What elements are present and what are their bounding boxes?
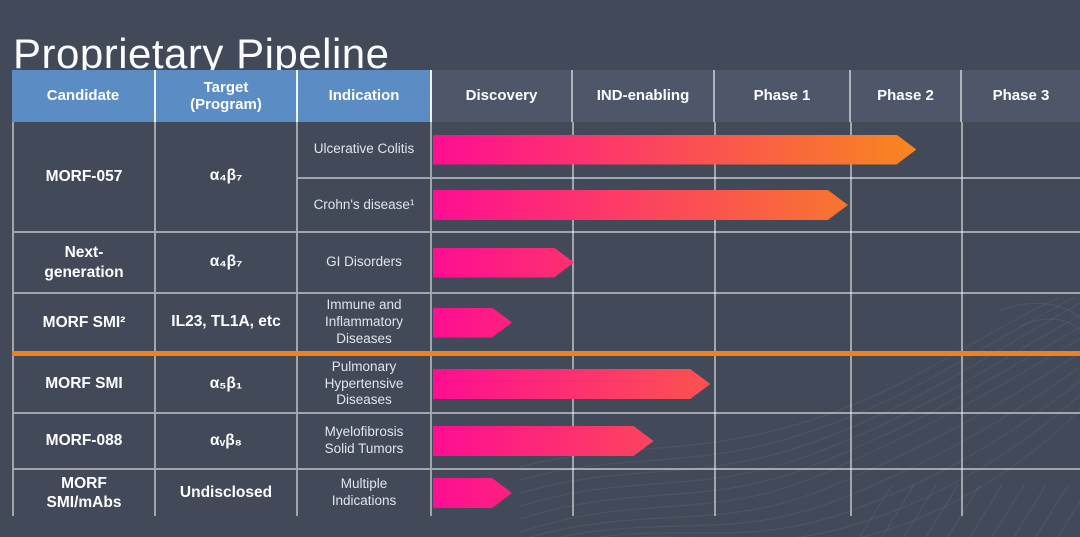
pipeline-track <box>432 470 1080 516</box>
indication-cell: Ulcerative Colitis <box>298 122 432 177</box>
pipeline-track <box>432 356 1080 412</box>
header-cell-target: Target (Program) <box>156 70 298 122</box>
pipeline-row-group-morf-057: MORF-057 α₄β₇ Ulcerative Colitis Crohn's di… <box>12 122 1080 231</box>
pipeline-table: Candidate Target (Program) Indication Disco… <box>12 70 1080 516</box>
pipeline-subrow: Myelofibrosis Solid Tumors <box>298 414 1080 468</box>
candidate-cell: MORF-088 <box>12 414 156 468</box>
pipeline-row-group-next-generation: Next- generation α₄β₇ GI Disorders <box>12 231 1080 292</box>
progress-arrow <box>433 369 710 399</box>
indication-rows: Multiple Indications <box>298 470 1080 516</box>
stage-gridline-2 <box>714 122 716 516</box>
target-cell: α₄β₇ <box>156 233 298 292</box>
candidate-cell: Next- generation <box>12 233 156 292</box>
pipeline-track <box>432 233 1080 292</box>
indication-cell: Multiple Indications <box>298 470 432 516</box>
indication-rows: Myelofibrosis Solid Tumors <box>298 414 1080 468</box>
indication-rows: Ulcerative Colitis Crohn's disease¹ <box>298 122 1080 231</box>
target-cell: α₄β₇ <box>156 122 298 231</box>
progress-arrow <box>433 426 654 456</box>
target-cell: α₅β₁ <box>156 356 298 412</box>
stage-header-discovery: Discovery <box>432 70 573 122</box>
pipeline-subrow: Crohn's disease¹ <box>298 177 1080 231</box>
stage-header-phase-3: Phase 3 <box>962 70 1080 122</box>
pipeline-track <box>432 122 1080 177</box>
indication-rows: GI Disorders <box>298 233 1080 292</box>
indication-cell: GI Disorders <box>298 233 432 292</box>
progress-arrow <box>433 190 848 220</box>
progress-arrow <box>433 478 512 508</box>
stage-header-ind-enabling: IND-enabling <box>573 70 715 122</box>
header-cell-candidate: Candidate <box>12 70 156 122</box>
candidate-cell: MORF SMI <box>12 356 156 412</box>
pipeline-subrow: Multiple Indications <box>298 470 1080 516</box>
stage-header-phase-2: Phase 2 <box>851 70 962 122</box>
stage-header-phase-1: Phase 1 <box>715 70 851 122</box>
target-cell: IL23, TL1A, etc <box>156 294 298 351</box>
pipeline-table-body: MORF-057 α₄β₇ Ulcerative Colitis Crohn's di… <box>12 122 1080 516</box>
pipeline-row-group-morf-088: MORF-088 αᵥβ₈ Myelofibrosis Solid Tumors <box>12 412 1080 468</box>
pipeline-track <box>432 179 1080 231</box>
pipeline-subrow: GI Disorders <box>298 233 1080 292</box>
indication-cell: Crohn's disease¹ <box>298 179 432 231</box>
pipeline-row-group-morf-smi: MORF SMI² IL23, TL1A, etc Immune and Infla… <box>12 292 1080 351</box>
pipeline-track <box>432 414 1080 468</box>
orange-divider-line <box>12 351 1080 356</box>
pipeline-row-group-morf-smi: MORF SMI α₅β₁ Pulmonary Hypertensive Disea… <box>12 356 1080 412</box>
target-cell: αᵥβ₈ <box>156 414 298 468</box>
progress-arrow <box>433 135 916 165</box>
pipeline-subrow: Pulmonary Hypertensive Diseases <box>298 356 1080 412</box>
candidate-cell: MORF SMI/mAbs <box>12 470 156 516</box>
stage-gridline-1 <box>572 122 574 516</box>
stage-gridline-4 <box>961 122 963 516</box>
pipeline-subrow: Ulcerative Colitis <box>298 122 1080 177</box>
target-cell: Undisclosed <box>156 470 298 516</box>
progress-arrow <box>433 248 574 278</box>
pipeline-table-header: Candidate Target (Program) Indication Disco… <box>12 70 1080 122</box>
indication-cell: Myelofibrosis Solid Tumors <box>298 414 432 468</box>
indication-cell: Immune and Inflammatory Diseases <box>298 294 432 351</box>
candidate-cell: MORF SMI² <box>12 294 156 351</box>
candidate-cell: MORF-057 <box>12 122 156 231</box>
indication-rows: Pulmonary Hypertensive Diseases <box>298 356 1080 412</box>
stage-gridline-3 <box>850 122 852 516</box>
progress-arrow <box>433 308 512 338</box>
indication-rows: Immune and Inflammatory Diseases <box>298 294 1080 351</box>
page-title: Proprietary Pipeline <box>13 30 390 78</box>
pipeline-track <box>432 294 1080 351</box>
indication-cell: Pulmonary Hypertensive Diseases <box>298 356 432 412</box>
header-cell-indication: Indication <box>298 70 432 122</box>
pipeline-row-group-morf-smi-mabs: MORF SMI/mAbs Undisclosed Multiple Indicat… <box>12 468 1080 516</box>
pipeline-subrow: Immune and Inflammatory Diseases <box>298 294 1080 351</box>
